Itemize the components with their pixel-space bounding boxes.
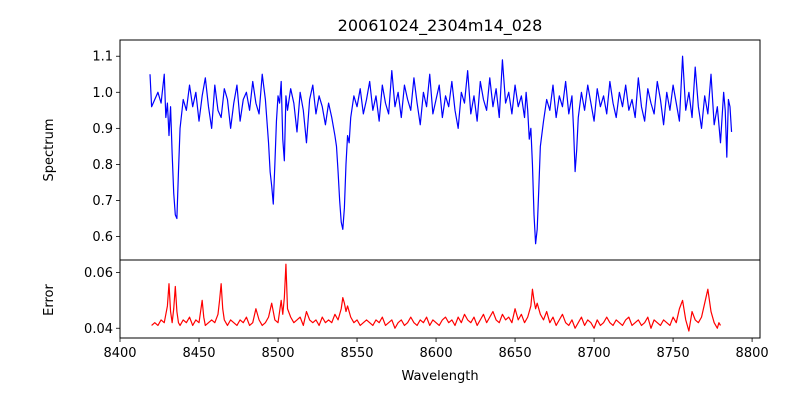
x-tick-label: 8400	[103, 346, 136, 361]
spectrum-y-axis-label: Spectrum	[42, 119, 57, 182]
error-series-line-0	[151, 263, 722, 332]
x-tick-label: 8450	[182, 346, 215, 361]
spectrum-y-tick-label: 0.9	[92, 122, 113, 137]
x-tick-label: 8500	[261, 346, 294, 361]
x-tick-label: 8600	[420, 346, 453, 361]
spectrum-series-line-0	[149, 55, 733, 245]
error-panel: Error 0.04 0.06	[42, 259, 761, 339]
x-axis-label: Wavelength	[401, 369, 478, 384]
x-axis: 8400 8450 8500 8550 8600 8650 8700 8750 8800	[103, 338, 769, 361]
error-y-tick-label: 0.04	[84, 322, 113, 337]
spectrum-panel: Spectrum 0.6 0.7 0.8 0.9 1.0 1.1	[42, 39, 761, 261]
error-y-tick-label: 0.06	[84, 266, 113, 281]
spectrum-y-tick-label: 0.6	[92, 230, 113, 245]
x-tick-label: 8700	[578, 346, 611, 361]
chart-title: 20061024_2304m14_028	[338, 16, 543, 36]
x-tick-label: 8550	[340, 346, 373, 361]
error-y-axis-label: Error	[42, 284, 57, 316]
spectrum-y-tick-label: 1.1	[92, 50, 113, 65]
spectrum-y-tick-label: 0.8	[92, 158, 113, 173]
error-plot-frame	[119, 259, 761, 339]
x-tick-label: 8750	[657, 346, 690, 361]
spectrum-y-tick-label: 0.7	[92, 194, 113, 209]
x-tick-label: 8800	[736, 346, 769, 361]
spectrum-y-tick-label: 1.0	[92, 86, 113, 101]
x-tick-label: 8650	[499, 346, 532, 361]
